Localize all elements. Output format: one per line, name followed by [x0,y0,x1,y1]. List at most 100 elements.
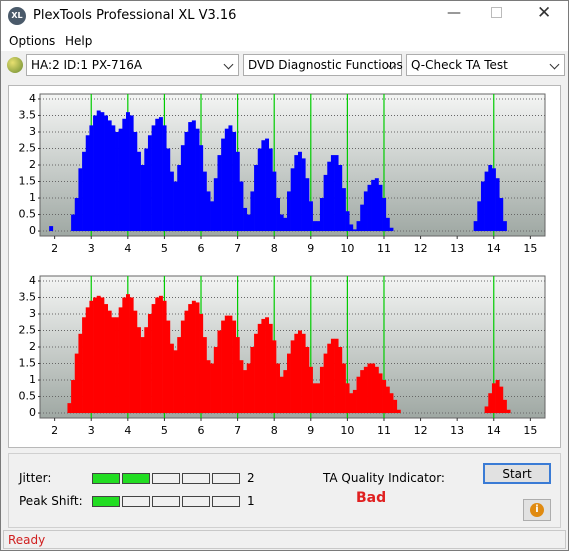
x-tick-label: 9 [307,424,314,437]
bar [173,350,178,414]
y-tick-label: 1.5 [19,357,37,370]
bar [180,320,185,414]
bar [125,112,130,232]
bar [393,399,398,414]
meter-box [182,473,210,484]
bar [239,181,244,232]
bar [118,307,123,414]
bar [338,347,343,414]
bar [232,320,237,414]
bar [276,198,280,232]
meter-value: 1 [247,494,255,508]
bar [352,229,357,232]
bar [305,347,310,414]
meter-box [212,496,240,507]
bar [115,317,119,414]
bar [158,295,163,414]
bar [206,360,211,414]
start-button[interactable]: Start [483,463,551,484]
results-panel: Jitter: 2 Peak Shift: 1 TA Quality Indicato… [8,453,561,528]
bar [96,110,101,232]
test-select[interactable]: Q-Check TA Test [406,54,565,76]
x-tick-label: 5 [161,424,168,437]
close-button[interactable]: ✕ [537,3,552,23]
bar [74,198,79,232]
x-tick-label: 7 [234,424,241,437]
bar [243,370,248,414]
info-button[interactable]: i [523,499,551,521]
maximize-button[interactable] [491,7,502,18]
bar [254,333,259,414]
y-tick-label: 0.5 [19,390,37,403]
y-tick-label: 2 [29,340,36,353]
bar [118,128,123,232]
menu-item[interactable]: Options [9,34,56,48]
bar [261,318,266,414]
x-tick-label: 9 [307,242,314,255]
bar [199,313,204,414]
bar [308,201,313,232]
meter-box [152,496,180,507]
y-tick-label: 0 [29,406,36,419]
bar [243,207,248,232]
bar [195,128,200,232]
x-tick-label: 12 [414,424,428,437]
bar [316,221,321,232]
bar [488,393,493,414]
meter-box [122,496,150,507]
ta-quality-value: Bad [356,490,387,506]
bar [184,131,189,232]
bar [294,333,299,414]
bar [378,373,383,414]
bar [327,161,332,232]
bar [290,340,295,414]
bar [305,178,310,232]
bar [89,125,94,232]
drive-select[interactable]: HA:2 ID:1 PX-716A [26,54,239,76]
bar [334,338,339,414]
bar [122,118,127,232]
bar [316,383,321,414]
bar [71,380,76,414]
minimize-button[interactable]: — [447,5,461,21]
bar [166,320,171,414]
x-tick-label: 14 [487,424,501,437]
bar [385,217,390,232]
meter-box [152,473,180,484]
bar [217,155,222,232]
x-tick-label: 7 [234,242,241,255]
bar [210,201,215,232]
y-tick-label: 3.5 [19,108,37,121]
x-tick-label: 6 [198,424,205,437]
x-tick-label: 4 [124,424,131,437]
bar [162,300,167,414]
x-tick-label: 11 [377,242,391,255]
function-select[interactable]: DVD Diagnostic Functions [243,54,403,76]
y-tick-label: 3 [29,125,36,138]
y-tick-label: 0.5 [19,208,37,221]
x-tick-label: 13 [450,424,464,437]
bar [107,120,112,232]
x-tick-label: 2 [51,424,58,437]
bar [232,131,237,232]
bar [363,191,368,232]
bar [480,181,485,232]
bar [129,115,134,232]
bar [111,125,116,232]
bar [188,122,193,232]
menu-item[interactable]: Help [65,34,93,48]
y-tick-label: 4 [29,274,36,287]
bar [158,117,163,232]
y-tick-label: 4 [29,92,36,105]
bar [136,327,141,414]
bar [352,389,357,414]
bar [129,297,134,414]
bar [147,135,152,232]
bar [297,330,302,414]
bar [100,297,105,414]
bar [261,140,266,232]
x-tick-label: 14 [487,242,501,255]
bar [107,310,112,414]
bar [385,386,390,414]
